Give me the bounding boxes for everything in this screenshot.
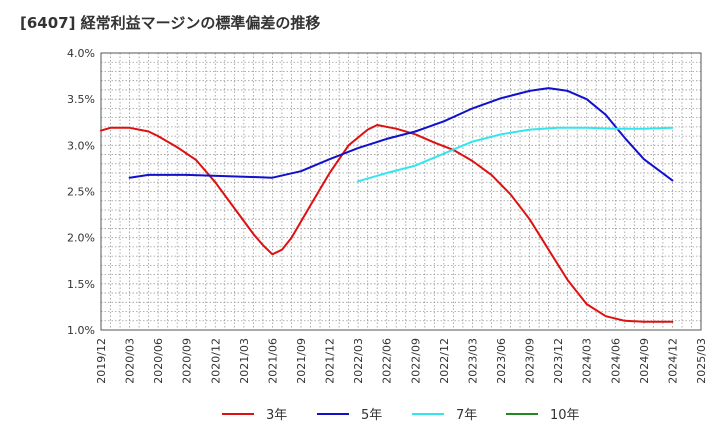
- x-tick-label: 2024/12: [666, 338, 679, 384]
- x-tick-label: 2023/06: [495, 338, 508, 384]
- x-tick-label: 2021/06: [266, 338, 279, 384]
- legend: 3年 5年 7年 10年: [222, 408, 580, 423]
- y-tick-label: 2.5%: [67, 186, 95, 199]
- y-tick-label: 1.5%: [67, 278, 95, 291]
- x-tick-label: 2020/06: [152, 338, 165, 384]
- legend-label: 3年: [266, 408, 287, 423]
- x-tick-label: 2022/03: [352, 338, 365, 384]
- y-tick-label: 3.0%: [67, 139, 95, 152]
- x-tick-label: 2020/09: [181, 338, 194, 384]
- x-tick-label: 2025/03: [695, 338, 708, 384]
- x-tick-label: 2021/09: [295, 338, 308, 384]
- x-tick-label: 2021/03: [238, 338, 251, 384]
- y-tick-label: 1.0%: [67, 324, 95, 337]
- x-tick-label: 2024/03: [581, 338, 594, 384]
- y-tick-label: 3.5%: [67, 93, 95, 106]
- legend-label: 5年: [361, 408, 382, 423]
- grid: [101, 53, 701, 330]
- x-tick-label: 2024/06: [609, 338, 622, 384]
- plot-area: [101, 53, 701, 330]
- series-line-1: [128, 87, 674, 182]
- series-line-2: [357, 126, 674, 183]
- x-tick-label: 2023/03: [466, 338, 479, 384]
- legend-label: 7年: [456, 408, 477, 423]
- x-tick-label: 2019/12: [95, 338, 108, 384]
- x-tick-label: 2023/12: [552, 338, 565, 384]
- x-tick-label: 2022/12: [438, 338, 451, 384]
- x-tick-label: 2020/12: [209, 338, 222, 384]
- x-tick-label: 2021/12: [324, 338, 337, 384]
- y-tick-label: 4.0%: [67, 47, 95, 60]
- x-tick-label: 2024/09: [638, 338, 651, 384]
- y-tick-label: 2.0%: [67, 232, 95, 245]
- legend-label: 10年: [550, 408, 580, 423]
- x-tick-label: 2020/03: [124, 338, 137, 384]
- x-tick-label: 2022/06: [381, 338, 394, 384]
- x-tick-label: 2022/09: [409, 338, 422, 384]
- plot-border: [100, 52, 702, 331]
- series-line-0: [100, 124, 674, 323]
- series-lines: [100, 87, 674, 323]
- x-tick-label: 2023/09: [524, 338, 537, 384]
- chart-title: [6407] 経常利益マージンの標準偏差の推移: [20, 14, 321, 32]
- axes: 1.0% 1.5% 2.0% 2.5% 3.0% 3.5% 4.0% 2019/12 2020/…: [67, 47, 708, 384]
